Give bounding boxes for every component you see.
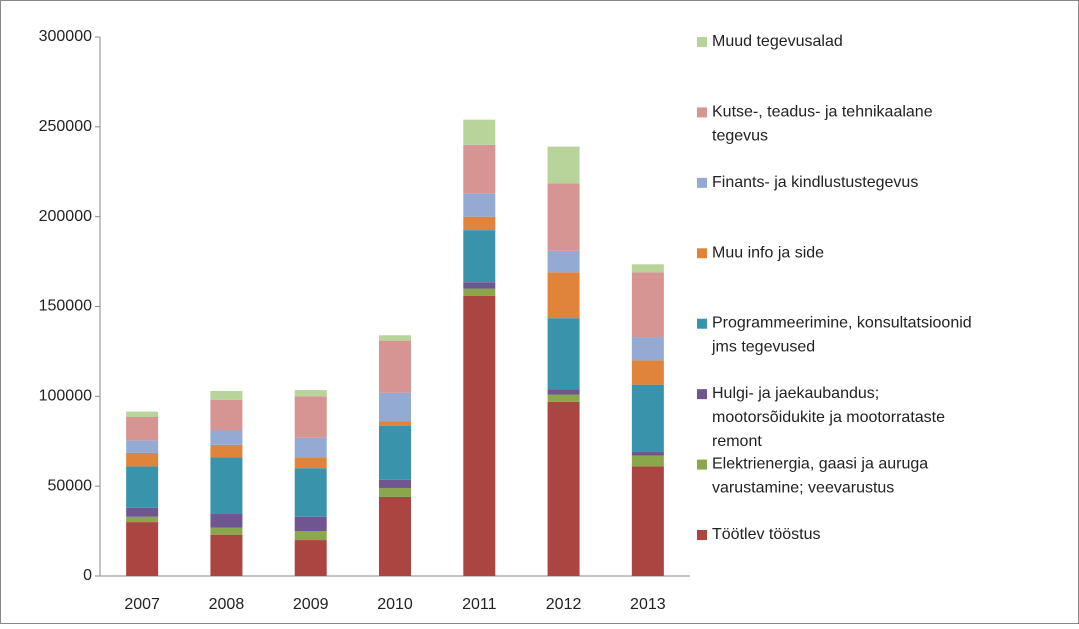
x-tick-label: 2008 xyxy=(209,596,245,613)
y-tick-label: 250000 xyxy=(39,118,92,135)
bar-segment xyxy=(547,401,580,576)
legend-swatch xyxy=(697,318,707,329)
bar-segment xyxy=(210,444,243,458)
bar-segment xyxy=(463,144,496,194)
x-tick-label: 2010 xyxy=(377,596,413,613)
bar-segment xyxy=(294,531,327,541)
bar-segment xyxy=(294,540,327,576)
bar-segment xyxy=(631,384,664,453)
bar-segment xyxy=(463,216,496,231)
bar-segment xyxy=(126,416,159,441)
bar-segment xyxy=(631,272,664,338)
bar-segment xyxy=(463,230,496,283)
x-tick-label: 2013 xyxy=(630,596,666,613)
bar-segment xyxy=(210,514,243,528)
bar-segment xyxy=(126,522,159,576)
legend-swatch xyxy=(697,37,707,47)
bar-segment xyxy=(547,183,580,251)
legend-swatch xyxy=(697,248,707,259)
y-tick-label: 50000 xyxy=(48,477,93,494)
bar-segment xyxy=(463,193,496,217)
bar-segment xyxy=(210,534,243,576)
bar-segment xyxy=(631,466,664,576)
bar-segment xyxy=(463,119,496,145)
legend-swatch xyxy=(697,177,707,188)
bar-segment xyxy=(126,507,159,517)
x-tick-label: 2011 xyxy=(462,596,497,613)
y-tick-label: 300000 xyxy=(39,28,92,45)
legend-label: Programmeerimine, konsultatsioonid jms te… xyxy=(711,315,972,356)
bar-segment xyxy=(210,457,243,515)
bar-segment xyxy=(463,282,496,289)
legend-swatch xyxy=(697,459,707,470)
bar-segment xyxy=(463,295,496,576)
x-tick-label: 2007 xyxy=(124,596,160,613)
legend-label: Töötlev tööstus xyxy=(712,526,821,543)
bar-segment xyxy=(631,264,664,273)
bar-segment xyxy=(547,250,580,273)
bar-segment xyxy=(547,389,580,395)
y-tick-label: 0 xyxy=(83,567,92,584)
bar-segment xyxy=(379,496,411,576)
bar-segment xyxy=(631,455,664,467)
bar-segment xyxy=(294,390,327,397)
bar-segment xyxy=(547,272,580,319)
bar-segment xyxy=(294,468,327,517)
bar-segment xyxy=(210,430,243,445)
legend-swatch xyxy=(697,107,707,118)
bar-segment xyxy=(294,516,327,532)
bar-segment xyxy=(379,487,411,497)
legend-label: Muu info ja side xyxy=(712,245,824,262)
bar-segment xyxy=(210,390,243,400)
bar-segment xyxy=(379,425,411,480)
y-tick-label: 100000 xyxy=(39,388,92,405)
bar-segment xyxy=(379,479,411,488)
bar-segment xyxy=(379,392,411,422)
bar-segment xyxy=(210,399,243,431)
bar-segment xyxy=(294,457,327,469)
bar-segment xyxy=(631,452,664,456)
bar-segment xyxy=(126,452,159,467)
legend-label: Kutse-, teadus- ja tehnikaalane tegevus xyxy=(712,104,933,145)
legend-swatch xyxy=(697,530,707,540)
bar-segment xyxy=(631,337,664,361)
bar-segment xyxy=(547,318,580,390)
bar-segment xyxy=(547,146,580,184)
legend-label: Hulgi- ja jaekaubandus; mootorsõidukite j… xyxy=(712,385,945,450)
x-tick-label: 2012 xyxy=(546,596,582,613)
bar-segment xyxy=(631,360,664,385)
y-tick-label: 200000 xyxy=(39,208,92,225)
bar-segment xyxy=(379,335,411,341)
bar-segment xyxy=(126,466,159,508)
y-tick-label: 150000 xyxy=(39,298,92,315)
bar-segment xyxy=(294,437,327,458)
x-tick-label: 2009 xyxy=(293,596,329,613)
bar-segment xyxy=(126,411,159,417)
bar-segment xyxy=(126,516,159,523)
bar-segment xyxy=(294,396,327,438)
legend-label: Elektrienergia, gaasi ja auruga varustami… xyxy=(712,456,928,497)
legend-label: Finants- ja kindlustustegevus xyxy=(712,174,918,191)
bar-segment xyxy=(463,288,496,296)
bar-segment xyxy=(379,340,411,393)
bar-segment xyxy=(210,527,243,535)
bar-segment xyxy=(379,421,411,426)
bar-segment xyxy=(547,394,580,402)
legend-label: Muud tegevusalad xyxy=(712,33,843,50)
bar-segment xyxy=(126,440,159,453)
legend-swatch xyxy=(697,389,707,400)
